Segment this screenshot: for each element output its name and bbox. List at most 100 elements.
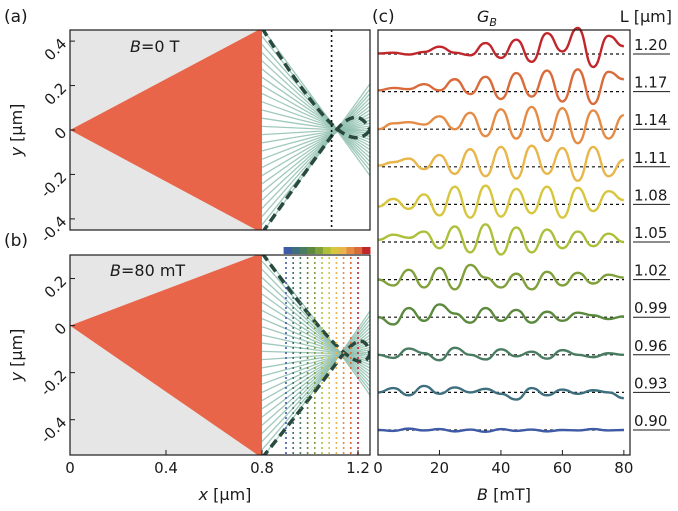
panel-b-markers bbox=[285, 257, 359, 455]
ray-line bbox=[261, 117, 370, 135]
ray-line bbox=[261, 119, 370, 160]
panel-c-quantity-main: G bbox=[477, 7, 489, 26]
panel-c-xlabel-var: B bbox=[477, 485, 488, 504]
panel-a-background-region bbox=[70, 30, 262, 230]
length-label: 0.93 bbox=[634, 374, 667, 392]
panel-c-xlabel-unit: [mT] bbox=[488, 485, 531, 504]
panel-b-lens-fan bbox=[70, 255, 262, 455]
colorbar-segment bbox=[322, 247, 332, 254]
ytick-label: -0.4 bbox=[37, 213, 70, 246]
panel-a-caustic-lower bbox=[261, 115, 370, 230]
panel-a-yticks: 0.4 0.2 0 -0.2 -0.4 bbox=[37, 35, 75, 246]
ray-line bbox=[261, 350, 370, 356]
ytick-label: -0.2 bbox=[37, 366, 70, 399]
panel-c-quantity: GB bbox=[477, 7, 497, 29]
ray-line bbox=[261, 346, 370, 377]
panel-c-label: (c) bbox=[372, 7, 395, 27]
xtick-label: 0.8 bbox=[250, 459, 274, 477]
ytick-label: 0.2 bbox=[41, 272, 71, 302]
ray-line bbox=[261, 326, 370, 363]
panel-b-label: (b) bbox=[4, 231, 28, 251]
ray-line bbox=[261, 318, 370, 366]
panel-a-annotation: B=0 T bbox=[130, 37, 180, 56]
panel-b-annotation-var: B bbox=[110, 261, 121, 280]
panel-b-xticks: 0 0.4 0.8 1.2 bbox=[65, 450, 370, 477]
ytick-label: 0.4 bbox=[41, 35, 71, 65]
panel-b-xlabel-var: x bbox=[198, 485, 209, 504]
panel-c-series bbox=[377, 26, 625, 434]
xtick-label: 20 bbox=[430, 459, 449, 477]
panel-c-xlabel: B [mT] bbox=[477, 485, 531, 504]
panel-c-frame bbox=[377, 29, 631, 456]
ray-line bbox=[261, 122, 370, 152]
length-label: 1.20 bbox=[634, 36, 667, 54]
ray-line bbox=[261, 125, 370, 132]
panel-c-series-labels: 1.20 1.17 1.14 1.11 1.08 1.05 1.02 0.99 0.96 0.93… bbox=[633, 36, 670, 431]
xtick-label: 0 bbox=[65, 459, 75, 477]
panel-a-ylabel-unit: [μm] bbox=[7, 104, 26, 147]
ray-line bbox=[261, 334, 370, 360]
colorbar-segment bbox=[354, 247, 363, 254]
panel-b: B=80 mT 0.2 0 -0.2 -0.4 0 0.4 0.8 1.2 bbox=[37, 247, 371, 477]
length-label: 1.14 bbox=[634, 111, 667, 129]
gb-trace bbox=[377, 26, 625, 69]
length-label: 0.90 bbox=[634, 412, 667, 430]
gb-trace bbox=[377, 144, 625, 183]
colorbar-segment bbox=[283, 247, 292, 254]
panel-b-ylabel-unit: [μm] bbox=[7, 329, 26, 372]
gb-trace bbox=[377, 68, 624, 106]
gb-trace bbox=[377, 303, 624, 326]
panel-a-ylabel-var: y bbox=[7, 146, 26, 157]
ray-line bbox=[261, 351, 370, 361]
ytick-label: 0 bbox=[51, 319, 70, 338]
gb-trace bbox=[377, 427, 624, 434]
ray-line bbox=[261, 342, 370, 358]
xtick-label: 1.2 bbox=[346, 459, 370, 477]
panel-c-xticks: 0 20 40 60 80 bbox=[373, 450, 633, 477]
panel-b-caustic-lower bbox=[262, 339, 370, 455]
panel-b-xlabel-unit: [μm] bbox=[208, 485, 251, 504]
panel-c: GB L [μm] 1.201.171.141.111.081.051.020.… bbox=[373, 7, 672, 504]
panel-c-quantity-sub: B bbox=[489, 16, 497, 29]
colorbar-segment bbox=[291, 247, 300, 254]
length-label: 1.02 bbox=[634, 262, 667, 280]
gb-trace bbox=[377, 346, 624, 362]
colorbar-segment bbox=[338, 247, 347, 254]
ytick-label: -0.4 bbox=[37, 413, 70, 446]
panel-b-ylabel: y [μm] bbox=[7, 329, 26, 383]
panel-b-ylabel-var: y bbox=[7, 371, 26, 382]
panel-b-caustic-upper bbox=[261, 255, 370, 364]
length-label: 1.11 bbox=[634, 149, 667, 167]
xtick-label: 60 bbox=[553, 459, 572, 477]
ytick-label: -0.2 bbox=[37, 168, 70, 201]
gb-trace bbox=[377, 105, 625, 145]
gb-trace bbox=[377, 184, 625, 219]
xtick-label: 0 bbox=[373, 459, 383, 477]
ray-line bbox=[261, 343, 370, 385]
colorbar-segment bbox=[330, 247, 340, 254]
length-label: 1.05 bbox=[634, 224, 667, 242]
colorbar-segment bbox=[315, 247, 324, 254]
panel-a-caustic-upper bbox=[261, 30, 370, 140]
length-label: 0.99 bbox=[634, 299, 667, 317]
panel-b-annotation: B=80 mT bbox=[110, 261, 185, 280]
length-label: 1.08 bbox=[634, 186, 667, 204]
ytick-label: 0.2 bbox=[41, 79, 71, 109]
ray-line bbox=[261, 109, 370, 138]
colorbar-segment bbox=[362, 247, 371, 254]
panel-b-background-region bbox=[70, 255, 262, 455]
panel-b-frame bbox=[69, 254, 371, 456]
panel-a-label: (a) bbox=[4, 7, 28, 27]
panel-b-colorbar bbox=[283, 247, 371, 254]
xtick-label: 40 bbox=[491, 459, 510, 477]
ytick-label: 0 bbox=[51, 124, 70, 143]
panel-a-ylabel: y [μm] bbox=[7, 104, 26, 158]
ray-line bbox=[261, 349, 370, 369]
panel-a-annotation-var: B bbox=[130, 37, 141, 56]
colorbar-segment bbox=[299, 247, 308, 254]
gb-trace bbox=[377, 223, 624, 256]
panel-c-l-header: L [μm] bbox=[620, 7, 672, 26]
gb-trace bbox=[377, 263, 624, 291]
colorbar-segment bbox=[307, 247, 316, 254]
colorbar-segment bbox=[346, 247, 355, 254]
